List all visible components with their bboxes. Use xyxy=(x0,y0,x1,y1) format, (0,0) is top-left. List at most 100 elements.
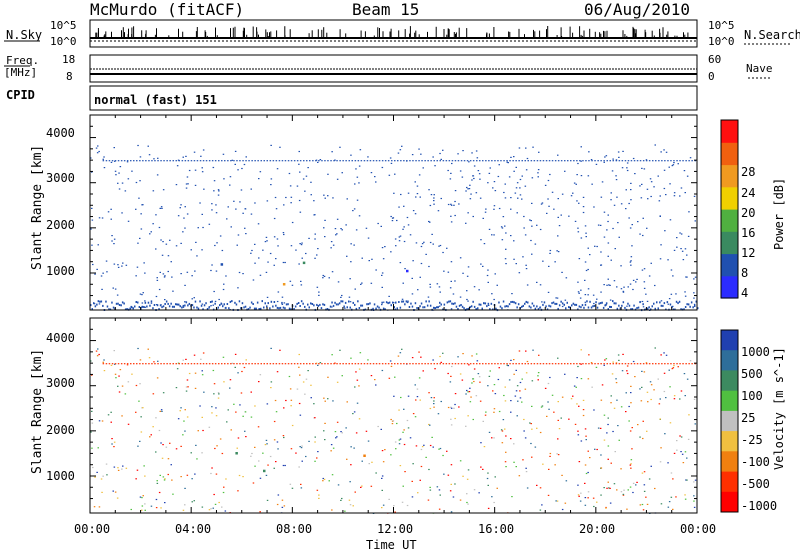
velocity-scatter-point xyxy=(370,485,373,487)
velocity-scatter-point xyxy=(606,487,608,489)
power-band-point xyxy=(321,160,323,162)
nsky-tick-high: 10^5 xyxy=(50,19,77,32)
power-scatter-point xyxy=(170,261,172,263)
power-ground-point xyxy=(287,303,289,306)
velocity-scatter-point xyxy=(361,460,363,462)
power-ground-point xyxy=(642,303,644,306)
power-ground-point xyxy=(349,306,351,309)
velocity-scatter-point xyxy=(657,378,659,380)
velocity-scatter-point xyxy=(664,433,666,435)
power-scatter-point xyxy=(327,173,329,175)
velocity-scatter-point xyxy=(324,400,326,402)
power-scatter-point xyxy=(394,173,396,175)
beam-title: Beam 15 xyxy=(352,0,420,19)
power-scatter-point xyxy=(121,212,123,214)
power-ground-point xyxy=(131,306,133,309)
power-scatter-point xyxy=(503,191,505,194)
power-band-point xyxy=(123,160,126,162)
velocity-scatter-point xyxy=(259,511,261,513)
power-scatter-point xyxy=(102,272,104,274)
velocity-scatter-point xyxy=(277,494,280,496)
power-ground-point xyxy=(470,305,473,308)
velocity-scatter-point xyxy=(671,368,674,370)
velocity-scatter-point xyxy=(450,375,452,377)
power-scatter-point xyxy=(380,225,382,227)
power-scatter-point xyxy=(429,286,432,288)
power-scatter-point xyxy=(225,275,227,277)
velocity-band-point xyxy=(315,363,317,365)
velocity-scatter-point xyxy=(609,487,611,489)
velocity-scatter-point xyxy=(634,376,636,378)
velocity-scatter-point xyxy=(513,359,515,361)
power-scatter-point xyxy=(299,211,302,213)
power-ground-point xyxy=(332,304,335,307)
power-scatter-point xyxy=(382,301,385,303)
power-ground-point xyxy=(90,304,92,307)
velocity-scatter-point xyxy=(680,451,682,453)
power-ground-point xyxy=(521,305,523,308)
power-scatter-point xyxy=(389,157,392,159)
velocity-scatter-point xyxy=(577,365,579,368)
velocity-scatter-point xyxy=(202,429,204,432)
velocity-scatter-point xyxy=(221,452,224,455)
velocity-scatter-point xyxy=(367,440,370,442)
power-ground-point xyxy=(539,306,541,309)
power-ground-point xyxy=(498,301,500,304)
power-scatter-point xyxy=(643,281,646,283)
power-scatter-point xyxy=(630,260,632,262)
power-ground-point xyxy=(423,306,426,309)
power-ground-point xyxy=(147,301,150,304)
velocity-scatter-point xyxy=(111,443,113,445)
velocity-band-point xyxy=(573,363,575,365)
velocity-scatter-point xyxy=(439,355,441,358)
velocity-scatter-point xyxy=(440,400,442,403)
velocity-scatter-point xyxy=(390,418,392,421)
power-scatter-point xyxy=(152,223,154,225)
power-scatter-point xyxy=(349,278,351,280)
velocity-scatter-point xyxy=(137,445,139,447)
power-band-point xyxy=(139,160,141,162)
power-scatter-point xyxy=(281,296,284,298)
power-scatter-point xyxy=(694,276,697,278)
power-scatter-point xyxy=(193,151,196,153)
power-ground-point xyxy=(158,308,160,311)
power-scatter-point xyxy=(693,195,696,197)
power-band-point xyxy=(530,160,533,162)
power-band-point xyxy=(163,160,165,162)
power-scatter-point xyxy=(411,277,413,279)
velocity-scatter-point xyxy=(335,437,337,439)
power-ground-point xyxy=(126,308,128,311)
velocity-scatter-point xyxy=(113,466,116,468)
velocity-scatter-point xyxy=(600,399,603,401)
power-band-point xyxy=(557,160,560,162)
power-scatter-point xyxy=(221,249,224,252)
power-scatter-point xyxy=(466,186,468,189)
velocity-scatter-point xyxy=(229,387,231,389)
velocity-scatter-point xyxy=(90,431,92,433)
velocity-scatter-point xyxy=(266,499,269,501)
velocity-scatter-point xyxy=(374,379,376,381)
velocity-scatter-point xyxy=(411,496,414,498)
velocity-scatter-point xyxy=(672,367,675,369)
velocity-scatter-point xyxy=(670,496,673,498)
velocity-scatter-point xyxy=(577,484,579,486)
power-ground-point xyxy=(355,307,358,310)
power-scatter-point xyxy=(352,210,354,212)
velocity-scatter-point xyxy=(356,379,359,381)
power-ground-point xyxy=(123,302,125,305)
velocity-scatter-point xyxy=(257,426,260,428)
power-scatter-point xyxy=(210,305,212,307)
velocity-scatter-point xyxy=(419,399,421,401)
power-band-point xyxy=(178,160,180,162)
power-ground-point xyxy=(270,300,273,303)
power-ground-point xyxy=(138,306,141,308)
power-ground-point xyxy=(281,301,283,304)
power-scatter-point xyxy=(513,258,515,260)
power-scatter-point xyxy=(584,301,587,303)
power-scatter-point xyxy=(233,200,235,202)
power-scatter-point xyxy=(462,150,464,152)
velocity-scatter-point xyxy=(334,362,336,364)
power-ground-point xyxy=(481,307,483,310)
velocity-scatter-point xyxy=(273,467,275,469)
velocity-scatter-point xyxy=(558,428,561,430)
